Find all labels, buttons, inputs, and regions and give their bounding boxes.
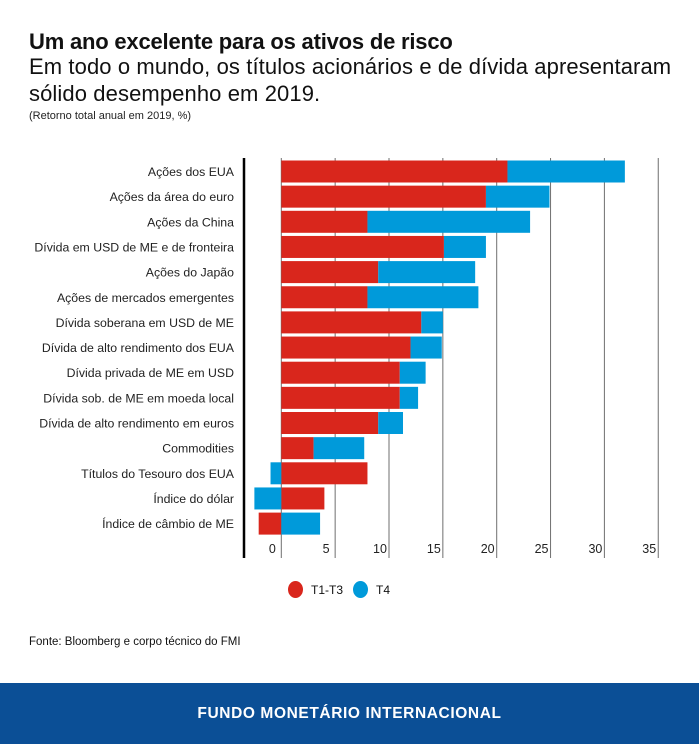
bar-t1-t3	[281, 386, 400, 409]
category-label: Dívida sob. de ME em moeda local	[43, 391, 234, 405]
bar-t4	[254, 487, 282, 510]
category-label: Dívida de alto rendimento em euros	[39, 417, 234, 431]
category-label: Dívida de alto rendimento dos EUA	[42, 341, 235, 355]
bar-t1-t3	[281, 185, 486, 208]
legend-swatch-t1-t3	[288, 581, 303, 598]
category-label: Índice do dólar	[153, 491, 234, 506]
chart-title: Um ano excelente para os ativos de risco	[29, 29, 453, 54]
bar-t1-t3	[281, 361, 400, 384]
bar-t4	[270, 462, 282, 485]
category-label: Ações da China	[147, 215, 234, 229]
bar-t1-t3	[281, 462, 368, 485]
bar-t4	[399, 386, 419, 409]
bar-t1-t3	[281, 336, 411, 359]
x-tick-label: 15	[427, 542, 441, 556]
category-label: Dívida soberana em USD de ME	[56, 316, 234, 330]
category-label: Commodities	[162, 442, 234, 456]
footer-org-name: FUNDO MONETÁRIO INTERNACIONAL	[197, 704, 502, 722]
bar-t4	[281, 512, 321, 535]
category-label: Ações da área do euro	[110, 190, 235, 204]
bar-t4	[313, 437, 365, 460]
bar-t1-t3	[281, 210, 368, 233]
x-tick-label: 20	[481, 542, 495, 556]
legend: T1-T3 T4	[288, 581, 400, 598]
footer-banner: FUNDO MONETÁRIO INTERNACIONAL	[0, 683, 699, 744]
units-note: (Retorno total anual em 2019, %)	[29, 110, 192, 122]
bar-t4	[367, 286, 479, 309]
bar-t4	[378, 261, 476, 284]
bar-t4	[367, 210, 531, 233]
x-tick-label: 30	[588, 542, 602, 556]
chart-subtitle: Em todo o mundo, os títulos acionários e…	[29, 54, 672, 106]
bar-t4	[410, 336, 442, 359]
legend-label-t4: T4	[376, 582, 391, 597]
x-tick-label: 5	[323, 542, 330, 556]
legend-label-t1-t3: T1-T3	[311, 582, 344, 597]
bar-t1-t3	[258, 512, 282, 535]
bar-t1-t3	[281, 235, 444, 258]
category-label: Ações dos EUA	[148, 165, 235, 179]
bar-t4	[485, 185, 550, 208]
bar-t4	[507, 160, 625, 183]
legend-swatch-t4	[353, 581, 369, 598]
category-label: Títulos do Tesouro dos EUA	[81, 467, 235, 481]
category-label: Ações de mercados emergentes	[57, 291, 234, 305]
bar-t1-t3	[281, 437, 314, 460]
source-note: Fonte: Bloomberg e corpo técnico do FMI	[29, 636, 241, 648]
bar-t4	[421, 311, 443, 334]
bar-t1-t3	[281, 311, 422, 334]
category-label: Ações do Japão	[146, 266, 234, 280]
x-tick-label: 25	[535, 542, 549, 556]
category-label: Índice de câmbio de ME	[102, 516, 234, 531]
category-label: Dívida privada de ME em USD	[67, 366, 235, 380]
bar-t1-t3	[281, 160, 508, 183]
bar-t4	[443, 235, 486, 258]
bar-t4	[378, 412, 404, 434]
x-tick-label: 35	[642, 542, 656, 556]
bar-t1-t3	[281, 412, 379, 434]
bar-t4	[399, 361, 426, 384]
bar-t1-t3	[281, 261, 379, 284]
x-tick-label: 0	[269, 542, 276, 556]
x-tick-label: 10	[373, 542, 387, 556]
bar-chart: Ações dos EUA Ações da área do euro Ações …	[34, 158, 659, 558]
category-label: Dívida em USD de ME e de fronteira	[34, 240, 234, 254]
bar-t1-t3	[281, 286, 368, 309]
bar-t1-t3	[281, 487, 325, 510]
